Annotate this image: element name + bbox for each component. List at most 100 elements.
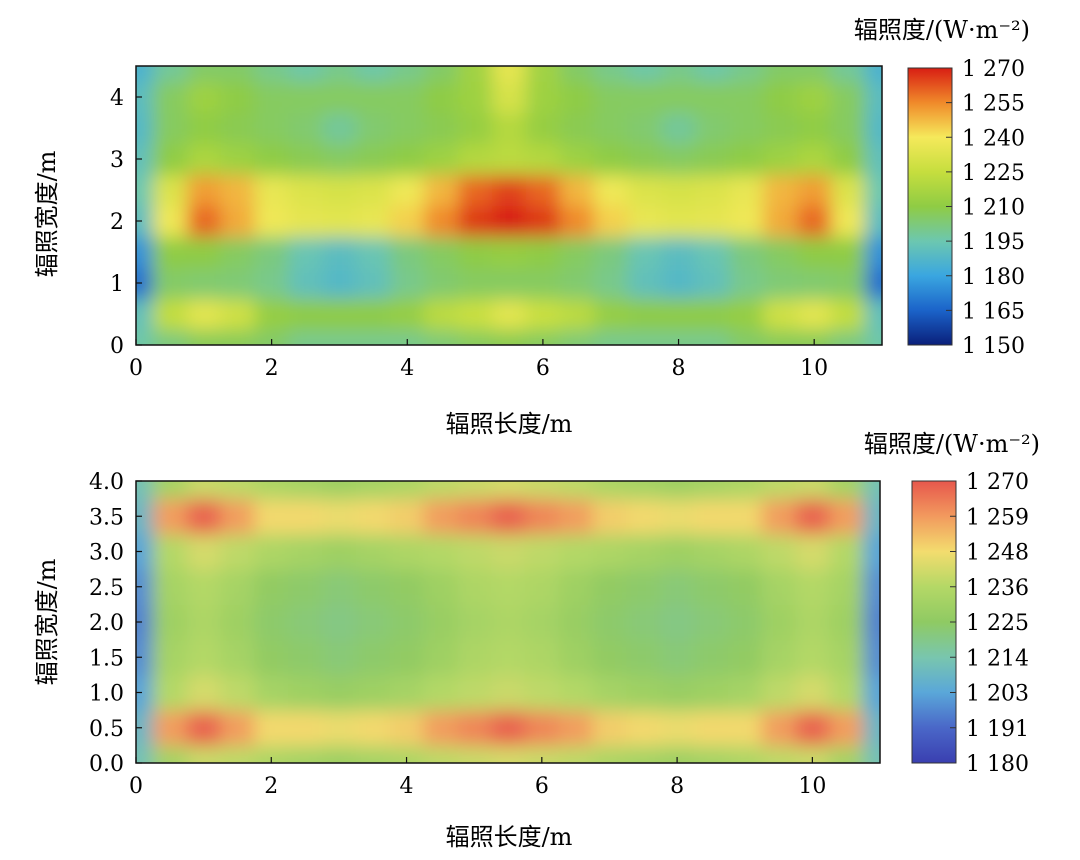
heatmap-cell [863, 533, 880, 570]
heatmap-cell [763, 81, 798, 114]
heatmap-cell [389, 639, 424, 676]
heatmap-cell [322, 267, 357, 300]
heatmap-cell [356, 205, 391, 238]
heatmap-cell [627, 205, 663, 238]
heatmap-cell [458, 66, 493, 83]
heatmap-cell [457, 569, 492, 605]
heatmap-cell [356, 298, 391, 331]
colorbar-tick-label: 1 259 [966, 505, 1029, 530]
heatmap-cell [797, 236, 832, 269]
heatmap-cell [593, 267, 629, 300]
heatmap-cell [491, 498, 526, 535]
heatmap-cell [592, 569, 627, 605]
heatmap-cell [136, 639, 154, 676]
heatmap-cell [797, 298, 832, 331]
heatmap-cell [254, 298, 290, 331]
heatmap-cell [389, 674, 424, 711]
heatmap-cell [322, 604, 357, 641]
heatmap-cell [694, 569, 729, 605]
heatmap-cell [322, 639, 357, 676]
heatmap-cell [152, 569, 188, 605]
heatmap-cell [254, 710, 289, 746]
heatmap-cell [729, 81, 764, 114]
heatmap-cell [694, 498, 729, 535]
heatmap-cell [797, 143, 832, 176]
heatmap-cell [288, 481, 323, 500]
heatmap-cell [390, 112, 425, 145]
heatmap-cell [863, 569, 880, 605]
heatmap-cell [797, 112, 832, 145]
heatmap-cell [797, 174, 832, 207]
heatmap-cell [136, 710, 154, 746]
y-tick-label: 4 [110, 86, 124, 111]
heatmap-cell [136, 66, 154, 83]
heatmap-cell [865, 329, 882, 345]
heatmap-cell [627, 81, 663, 114]
heatmap-cell [288, 112, 324, 145]
heatmap-cell [220, 481, 255, 500]
heatmap-cell [626, 498, 661, 535]
heatmap-cell [727, 745, 763, 763]
heatmap-cell [322, 298, 357, 331]
heatmap-cell [526, 329, 561, 345]
heatmap-cell [524, 674, 560, 711]
colorbar-tick-label: 1 191 [966, 717, 1029, 742]
heatmap-cell [424, 205, 459, 238]
heatmap-cell [220, 710, 255, 746]
y-tick-label: 2.5 [89, 576, 124, 601]
heatmap-cell [526, 143, 561, 176]
heatmap-cell [220, 604, 255, 641]
heatmap-cell [288, 143, 324, 176]
heatmap-cell [457, 745, 492, 763]
heatmap-cell [136, 674, 154, 711]
heatmap-cell [763, 205, 798, 238]
heatmap-cell [322, 66, 357, 83]
heatmap-cell [288, 236, 324, 269]
heatmap-cell [458, 236, 493, 269]
heatmap-cell [322, 710, 357, 746]
heatmap-cell [829, 674, 864, 711]
heatmap-cell [727, 674, 763, 711]
heatmap-cell [524, 533, 560, 570]
heatmap-cell [727, 604, 763, 641]
colorbar-bottom [911, 480, 957, 764]
heatmap-cell [492, 236, 527, 269]
x-tick-label: 2 [265, 356, 279, 381]
heatmap-cell [727, 710, 763, 746]
heatmap-cell [152, 710, 188, 746]
heatmap-cell [136, 329, 154, 345]
colorbar-tick-label: 1 195 [962, 230, 1025, 255]
heatmap-cell [627, 236, 663, 269]
heatmap-cell [695, 205, 730, 238]
heatmap-cell [492, 174, 527, 207]
heatmap-cell [492, 143, 527, 176]
heatmap-cell [356, 81, 391, 114]
heatmap-cell [829, 481, 864, 500]
heatmap-cell [592, 498, 627, 535]
heatmap-cell [627, 298, 663, 331]
heatmap-cell [865, 205, 882, 238]
heatmap-cell [592, 533, 627, 570]
heatmap-cell [153, 298, 188, 331]
heatmap-cell [136, 236, 154, 269]
heatmap-cell [795, 498, 830, 535]
heatmap-cell [761, 674, 796, 711]
heatmap-cell [524, 639, 560, 676]
heatmap-cell [355, 498, 391, 535]
heatmap-cell [389, 604, 424, 641]
colorbar-ticks-top: 1 270 1 255 1 240 1 225 1 210 1 195 1 180 1 165… [946, 57, 1025, 359]
heatmap-cell [863, 481, 880, 500]
heatmap-cell [322, 236, 357, 269]
heatmap-cell [390, 298, 425, 331]
heatmap-cell [136, 569, 154, 605]
heatmap-cell [558, 604, 594, 641]
heatmap-cell [457, 481, 492, 500]
heatmap-cell [322, 81, 357, 114]
heatmap-cell [761, 604, 796, 641]
heatmap-cell [695, 267, 730, 300]
heatmap-cell [136, 174, 154, 207]
heatmap-cell [356, 66, 391, 83]
x-tick-label: 6 [536, 356, 550, 381]
heatmap-cells-bottom [136, 481, 880, 763]
heatmap-cell [661, 236, 697, 269]
